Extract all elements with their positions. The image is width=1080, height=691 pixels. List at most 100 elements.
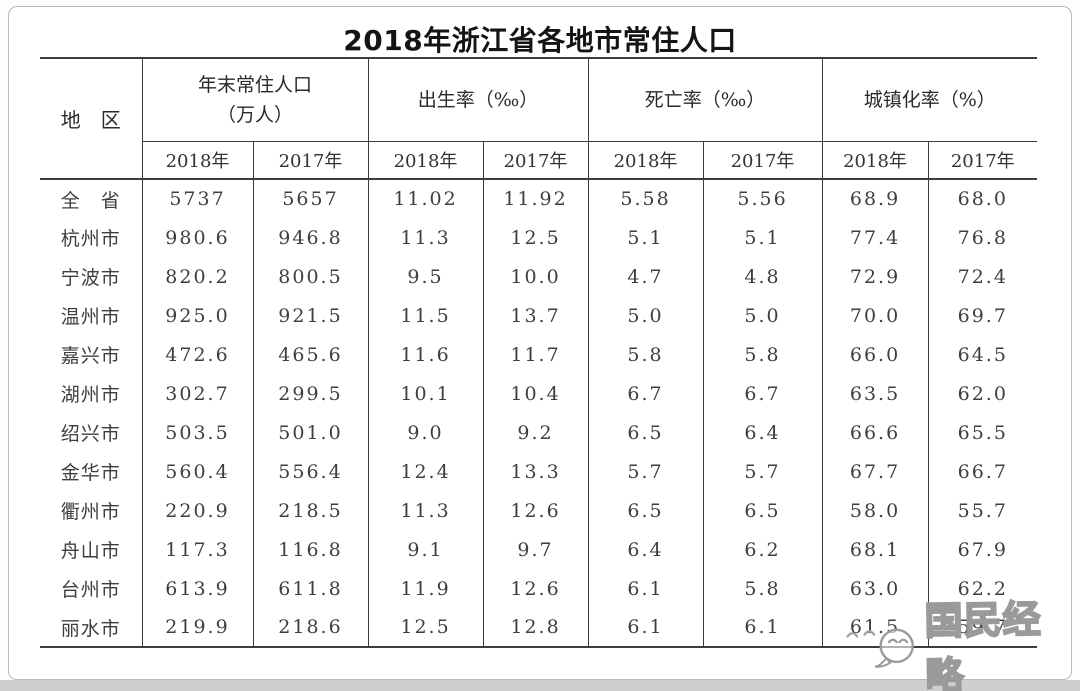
value-cell: 65.5 (927, 413, 1038, 452)
year-header-3-0: 2018年 (821, 141, 929, 180)
table-row: 全 省 5737 5657 11.02 11.92 5.58 5.56 68.9 68.0 (40, 179, 1038, 218)
value-cell: 800.5 (252, 257, 369, 296)
value-cell: 6.1 (587, 608, 704, 648)
value-cell: 6.1 (702, 608, 823, 648)
table-row: 温州市 925.0 921.5 11.5 13.7 5.0 5.0 70.0 69.7 (40, 296, 1038, 335)
region-cell: 台州市 (60, 579, 121, 601)
value-cell: 63.0 (821, 569, 929, 608)
value-cell: 501.0 (252, 413, 369, 452)
value-cell: 925.0 (141, 296, 253, 335)
value-cell: 61.5 (821, 608, 929, 648)
value-cell: 11.3 (367, 491, 484, 530)
value-cell: 820.2 (141, 257, 253, 296)
year-header-0-1: 2017年 (252, 141, 369, 180)
value-cell: 5.1 (587, 218, 704, 257)
region-cell: 金华市 (60, 462, 121, 484)
group-header-1: 出生率（‰） (367, 57, 589, 142)
value-cell: 613.9 (141, 569, 253, 608)
value-cell: 12.6 (482, 491, 589, 530)
value-cell: 12.5 (367, 608, 484, 648)
value-cell: 5.7 (587, 452, 704, 491)
value-cell: 12.4 (367, 452, 484, 491)
region-cell: 绍兴市 (60, 423, 121, 445)
value-cell: 946.8 (252, 218, 369, 257)
value-cell: 9.2 (482, 413, 589, 452)
value-cell: 62.2 (927, 569, 1038, 608)
value-cell: 70.0 (821, 296, 929, 335)
value-cell: 13.3 (482, 452, 589, 491)
value-cell: 302.7 (141, 374, 253, 413)
value-cell: 13.7 (482, 296, 589, 335)
value-cell: 299.5 (252, 374, 369, 413)
page-title: 2018年浙江省各地市常住人口 (343, 24, 737, 57)
value-cell: 6.5 (702, 491, 823, 530)
value-cell: 12.8 (482, 608, 589, 648)
value-cell: 5.0 (587, 296, 704, 335)
value-cell: 117.3 (141, 530, 253, 569)
value-cell: 72.9 (821, 257, 929, 296)
table-row: 湖州市 302.7 299.5 10.1 10.4 6.7 6.7 63.5 62.0 (40, 374, 1038, 413)
value-cell: 6.2 (702, 530, 823, 569)
value-cell: 503.5 (141, 413, 253, 452)
year-header-3-1: 2017年 (927, 141, 1038, 180)
table-row: 丽水市 219.9 218.6 12.5 12.8 6.1 6.1 61.5 59.7 (40, 608, 1038, 648)
region-cell: 杭州市 (60, 228, 121, 250)
value-cell: 556.4 (252, 452, 369, 491)
value-cell: 6.7 (702, 374, 823, 413)
value-cell: 4.7 (587, 257, 704, 296)
value-cell: 5.8 (587, 335, 704, 374)
value-cell: 66.7 (927, 452, 1038, 491)
value-cell: 11.9 (367, 569, 484, 608)
region-cell: 嘉兴市 (60, 345, 121, 367)
value-cell: 611.8 (252, 569, 369, 608)
region-cell: 全 省 (60, 189, 121, 212)
value-cell: 72.4 (927, 257, 1038, 296)
value-cell: 472.6 (141, 335, 253, 374)
value-cell: 11.7 (482, 335, 589, 374)
value-cell: 67.9 (927, 530, 1038, 569)
group-label: 城镇化率（%） (863, 88, 996, 111)
value-cell: 68.0 (927, 179, 1038, 218)
value-cell: 220.9 (141, 491, 253, 530)
group-label: 死亡率（‰） (644, 88, 766, 111)
table-row: 宁波市 820.2 800.5 9.5 10.0 4.7 4.8 72.9 72.4 (40, 257, 1038, 296)
year-header-2-0: 2018年 (587, 141, 704, 180)
group-label: 年末常住人口 (198, 73, 313, 96)
value-cell: 5657 (252, 179, 369, 218)
value-cell: 12.5 (482, 218, 589, 257)
value-cell: 68.9 (821, 179, 929, 218)
value-cell: 5.8 (702, 569, 823, 608)
value-cell: 218.6 (252, 608, 369, 648)
table-row: 嘉兴市 472.6 465.6 11.6 11.7 5.8 5.8 66.0 64.5 (40, 335, 1038, 374)
value-cell: 5.56 (702, 179, 823, 218)
value-cell: 5.1 (702, 218, 823, 257)
article-card: 2018年浙江省各地市常住人口 地 区 年末常住人口 （万人） 出生率（‰） 死亡率（‰… (8, 6, 1072, 680)
value-cell: 66.6 (821, 413, 929, 452)
table-row: 衢州市 220.9 218.5 11.3 12.6 6.5 6.5 58.0 55.7 (40, 491, 1038, 530)
population-table: 地 区年末常住人口 （万人） 出生率（‰） 死亡率（‰） 城镇化率（%） 2018年 201… (40, 57, 1038, 648)
table-row: 金华市 560.4 556.4 12.4 13.3 5.7 5.7 67.7 66.7 (40, 452, 1038, 491)
value-cell: 76.8 (927, 218, 1038, 257)
page-bottom-strip (0, 680, 1080, 691)
group-label: 出生率（‰） (417, 88, 539, 111)
value-cell: 6.7 (587, 374, 704, 413)
value-cell: 116.8 (252, 530, 369, 569)
value-cell: 11.6 (367, 335, 484, 374)
value-cell: 9.0 (367, 413, 484, 452)
value-cell: 6.5 (587, 491, 704, 530)
value-cell: 66.0 (821, 335, 929, 374)
value-cell: 6.1 (587, 569, 704, 608)
year-header-1-1: 2017年 (482, 141, 589, 180)
corner-header-region: 地 区 (40, 57, 142, 180)
value-cell: 4.8 (702, 257, 823, 296)
value-cell: 5737 (141, 179, 253, 218)
value-cell: 9.7 (482, 530, 589, 569)
value-cell: 5.58 (587, 179, 704, 218)
year-header-0-0: 2018年 (141, 141, 253, 180)
value-cell: 218.5 (252, 491, 369, 530)
value-cell: 68.1 (821, 530, 929, 569)
value-cell: 11.5 (367, 296, 484, 335)
region-cell: 宁波市 (60, 267, 121, 289)
value-cell: 12.6 (482, 569, 589, 608)
